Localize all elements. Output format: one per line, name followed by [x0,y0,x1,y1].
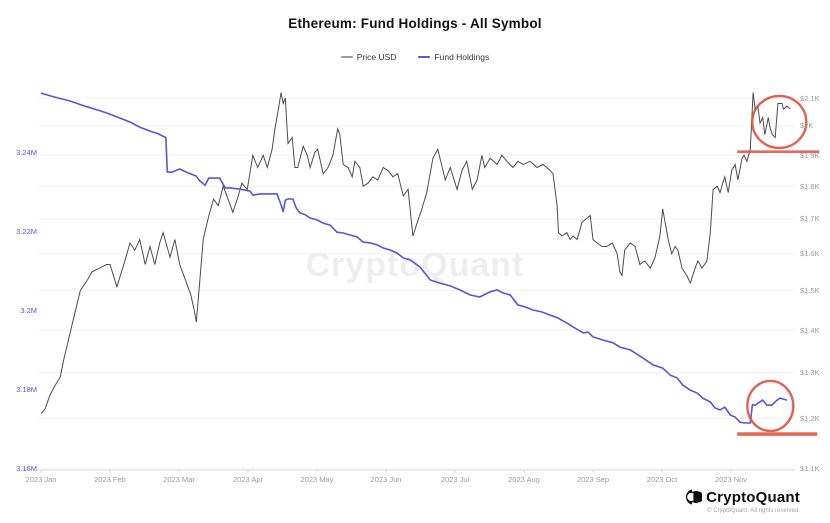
y-axis-left-label: 3.2M [20,305,37,315]
y-axis-right-label: $1.2K [800,413,820,423]
y-axis-left-label: 3.24M [16,147,37,157]
legend-label-price-usd: Price USD [356,52,397,62]
fund-holdings-line[interactable] [40,92,788,424]
x-axis-label: 2023 Jun [370,475,402,484]
y-axis-right-label: $2K [800,121,814,131]
y-axis-left-label: 3.22M [16,226,37,236]
footer-brand-block: CryptoQuant © CryptoQuant. All rights re… [684,488,800,514]
x-axis-label: 2023 Mar [163,475,195,484]
cryptoquant-logo-icon [684,488,703,506]
legend-item-price-usd[interactable]: Price USD [340,52,397,62]
gridlines [38,97,795,469]
x-axis-label: 2023 Feb [94,475,126,484]
y-axis-right-label: $1.9K [800,150,820,160]
red-annotations [737,94,820,436]
x-axis-label: 2023 Sep [576,475,610,484]
price-usd-line[interactable] [40,92,791,414]
legend-label-fund-holdings: Fund Holdings [434,52,490,62]
y-axis-right-label: $1.4K [800,325,820,335]
footer-copyright: © CryptoQuant. All rights reserved. [707,508,800,514]
chart-title: Ethereum: Fund Holdings - All Symbol [288,16,542,31]
x-axis-label: 2023 Apr [232,475,264,484]
y-axis-right-label: $1.1K [800,463,820,473]
y-axis-left-label: 3.18M [16,384,37,394]
y-axis-right-label: $1.8K [800,181,820,191]
y-axis-right-label: $1.6K [800,249,820,259]
x-axis-label: 2023 May [300,475,334,484]
holdings-uptick-circle [746,379,795,433]
x-axis-label: 2023 Nov [714,475,748,484]
price-breakout-circle [751,94,808,150]
y-axis-right-label: $2.1K [800,93,820,103]
footer-brand-name: CryptoQuant [706,488,800,506]
price-usd-swatch-icon [340,56,353,58]
y-axis-right-label: $1.3K [800,368,820,377]
y-axis-right-label: $1.5K [800,286,820,296]
x-axis-label: 2023 Oct [646,475,678,484]
x-axis-label: 2023 Jul [440,475,470,484]
y-axis-left-label: 3.16M [16,463,37,473]
x-axis-label: 2023 Jan [25,475,57,484]
legend-item-fund-holdings[interactable]: Fund Holdings [418,52,489,62]
x-axis-label: 2023 Aug [508,475,540,484]
x-axis-line [38,469,795,473]
y-axis-right-label: $1.7K [800,214,820,224]
fund-holdings-swatch-icon [418,56,431,58]
chart-legend: Price USD Fund Holdings [0,52,830,62]
